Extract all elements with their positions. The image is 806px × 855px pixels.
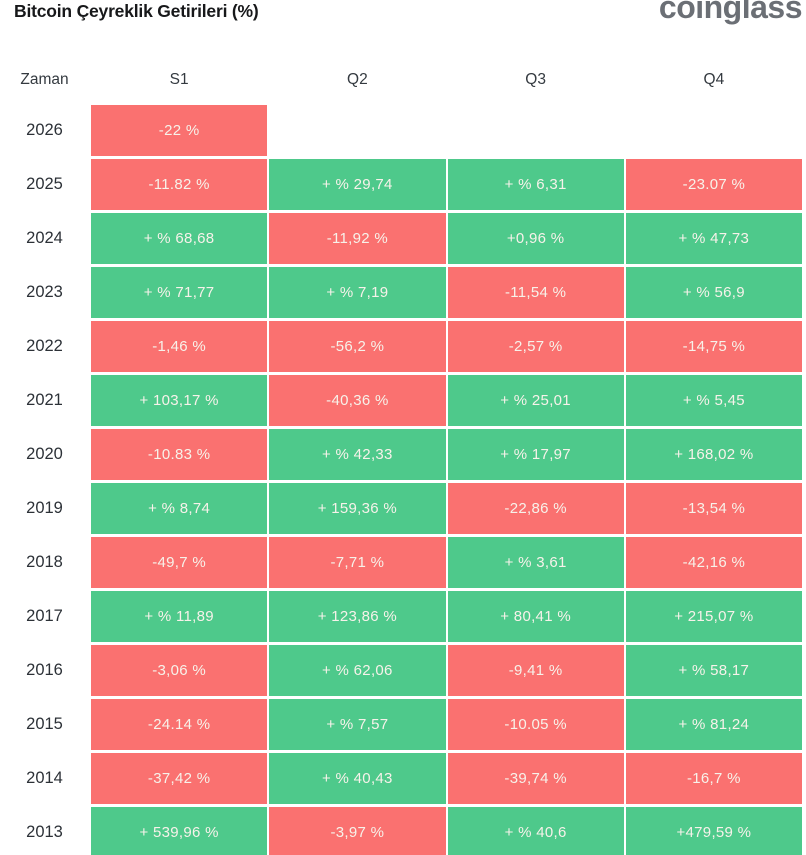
return-cell: -1,46 % xyxy=(91,321,268,372)
return-cell: + % 7,57 xyxy=(269,699,446,750)
return-cell: -7,71 % xyxy=(269,537,446,588)
return-cell: + % 40,43 xyxy=(269,753,446,804)
coinglass-logo: coinglass xyxy=(658,0,803,25)
return-cell: -11,54 % xyxy=(447,267,624,318)
row-year-label: 2022 xyxy=(26,337,63,355)
return-cell: + % 29,74 xyxy=(269,159,446,210)
return-cell: -11.82 % xyxy=(91,159,268,210)
row-year-label: 2017 xyxy=(26,607,63,625)
return-cell: + % 40,6 xyxy=(447,807,624,855)
return-cell: +479,59 % xyxy=(625,807,802,855)
return-cell: -3,97 % xyxy=(269,807,446,855)
return-cell: -22,86 % xyxy=(447,483,624,534)
row-year-label: 2024 xyxy=(26,229,63,247)
return-cell: + 159,36 % xyxy=(269,483,446,534)
return-cell: + % 8,74 xyxy=(91,483,268,534)
empty-cell xyxy=(448,105,624,156)
return-cell: + 103,17 % xyxy=(91,375,268,426)
return-cell: -23.07 % xyxy=(625,159,802,210)
return-cell: + % 47,73 xyxy=(625,213,802,264)
return-cell: + % 58,17 xyxy=(625,645,802,696)
return-cell: -56,2 % xyxy=(269,321,446,372)
returns-table: Zaman S1 Q2 Q3 Q4 2026 -22 % 2025 -11.82 % + % 29… xyxy=(0,58,802,855)
return-cell: + 215,07 % xyxy=(625,591,802,642)
column-header-q3: Q3 xyxy=(525,71,546,88)
row-year-label: 2021 xyxy=(26,391,63,409)
empty-cell xyxy=(626,105,802,156)
return-cell: + 80,41 % xyxy=(447,591,624,642)
return-cell: -39,74 % xyxy=(447,753,624,804)
return-cell: + % 42,33 xyxy=(269,429,446,480)
row-year-label: 2020 xyxy=(26,445,63,463)
return-cell: + % 3,61 xyxy=(447,537,624,588)
return-cell: -42,16 % xyxy=(625,537,802,588)
row-year-label: 2014 xyxy=(26,769,63,787)
return-cell: -13,54 % xyxy=(625,483,802,534)
widget-header: Bitcoin Çeyreklik Getirileri (%) coingla… xyxy=(0,0,806,58)
return-cell: + 539,96 % xyxy=(91,807,268,855)
return-cell: + % 81,24 xyxy=(625,699,802,750)
return-cell: -10.05 % xyxy=(447,699,624,750)
return-cell: -14,75 % xyxy=(625,321,802,372)
return-cell: -37,42 % xyxy=(91,753,268,804)
return-cell: + % 62,06 xyxy=(269,645,446,696)
row-year-label: 2019 xyxy=(26,499,63,517)
column-header-q2: Q2 xyxy=(347,71,368,88)
return-cell: + 123,86 % xyxy=(269,591,446,642)
row-year-label: 2016 xyxy=(26,661,63,679)
column-header-zaman: Zaman xyxy=(20,71,69,88)
row-year-label: 2026 xyxy=(26,121,63,139)
return-cell: + % 68,68 xyxy=(91,213,268,264)
return-cell: -22 % xyxy=(91,105,268,156)
row-year-label: 2025 xyxy=(26,175,63,193)
row-year-label: 2013 xyxy=(26,823,63,841)
return-cell: -9,41 % xyxy=(447,645,624,696)
return-cell: -3,06 % xyxy=(91,645,268,696)
return-cell: + % 17,97 xyxy=(447,429,624,480)
return-cell: -2,57 % xyxy=(447,321,624,372)
row-year-label: 2018 xyxy=(26,553,63,571)
return-cell: -11,92 % xyxy=(269,213,446,264)
return-cell: + % 6,31 xyxy=(447,159,624,210)
row-year-label: 2023 xyxy=(26,283,63,301)
return-cell: + 168,02 % xyxy=(625,429,802,480)
column-header-q4: Q4 xyxy=(703,71,725,88)
return-cell: + % 5,45 xyxy=(625,375,802,426)
return-cell: -10.83 % xyxy=(91,429,268,480)
return-cell: +0,96 % xyxy=(447,213,624,264)
return-cell: -24.14 % xyxy=(91,699,268,750)
return-cell: -16,7 % xyxy=(625,753,802,804)
return-cell: + % 71,77 xyxy=(91,267,268,318)
page-title: Bitcoin Çeyreklik Getirileri (%) xyxy=(14,1,259,21)
return-cell: + % 7,19 xyxy=(269,267,446,318)
return-cell: + % 11,89 xyxy=(91,591,268,642)
empty-cell xyxy=(269,105,445,156)
return-cell: + % 56,9 xyxy=(625,267,802,318)
return-cell: + % 25,01 xyxy=(447,375,624,426)
column-header-s1: S1 xyxy=(169,71,189,88)
row-year-label: 2015 xyxy=(26,715,63,733)
return-cell: -49,7 % xyxy=(91,537,268,588)
return-cell: -40,36 % xyxy=(269,375,446,426)
